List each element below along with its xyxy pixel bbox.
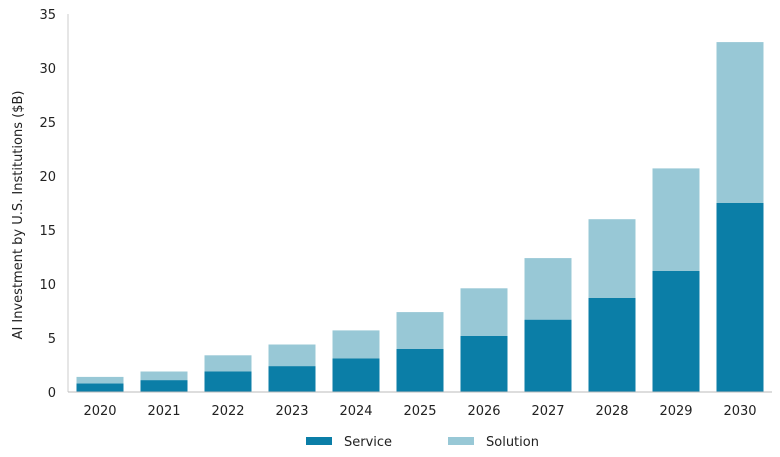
- y-axis: 0 5 10 15 20 25 30 35: [39, 8, 69, 401]
- bar-solution-2028: [588, 219, 636, 298]
- bar-service-2024: [332, 358, 380, 392]
- bar-service-2023: [268, 366, 316, 392]
- bar-service-2030: [716, 203, 764, 392]
- x-tick-label: 2020: [83, 404, 116, 419]
- bar-solution-2023: [268, 344, 316, 367]
- bar-service-2021: [140, 380, 188, 392]
- x-tick-label: 2029: [659, 404, 692, 419]
- bar-service-2022: [204, 371, 252, 392]
- bar-service-2028: [588, 298, 636, 392]
- x-tick-label: 2026: [467, 404, 500, 419]
- bars-group: [76, 42, 764, 392]
- bar-solution-2025: [396, 312, 444, 349]
- legend-label-solution: Solution: [486, 435, 539, 450]
- x-tick-label: 2027: [531, 404, 564, 419]
- bar-solution-2021: [140, 371, 188, 381]
- bar-solution-2024: [332, 330, 380, 359]
- y-tick-label: 0: [48, 386, 56, 401]
- bar-solution-2020: [76, 376, 124, 384]
- bar-solution-2022: [204, 355, 252, 372]
- bar-service-2026: [460, 335, 508, 392]
- x-tick-label: 2030: [723, 404, 756, 419]
- x-tick-label: 2028: [595, 404, 628, 419]
- y-tick-label: 25: [39, 116, 56, 131]
- y-tick-label: 35: [39, 8, 56, 23]
- bar-solution-2026: [460, 288, 508, 336]
- y-tick-label: 10: [39, 278, 56, 293]
- x-tick-label: 2023: [275, 404, 308, 419]
- bar-service-2029: [652, 271, 700, 392]
- y-axis-label: AI Investment by U.S. Institutions ($B): [11, 91, 26, 340]
- bar-solution-2030: [716, 42, 764, 203]
- x-tick-label: 2021: [147, 404, 180, 419]
- bar-solution-2027: [524, 258, 572, 320]
- x-tick-label: 2022: [211, 404, 244, 419]
- bar-service-2027: [524, 319, 572, 392]
- y-tick-label: 5: [48, 332, 56, 347]
- bar-solution-2029: [652, 168, 700, 271]
- legend-swatch-solution: [448, 437, 474, 445]
- y-tick-label: 15: [39, 224, 56, 239]
- legend: Service Solution: [306, 435, 539, 450]
- y-tick-label: 20: [39, 170, 56, 185]
- legend-label-service: Service: [344, 435, 392, 450]
- bar-service-2025: [396, 348, 444, 392]
- x-tick-label: 2024: [339, 404, 372, 419]
- x-axis: 2020 2021 2022 2023 2024 2025 2026 2027 2028 2029…: [68, 391, 772, 419]
- bar-service-2020: [76, 383, 124, 392]
- y-tick-label: 30: [39, 62, 56, 77]
- x-tick-label: 2025: [403, 404, 436, 419]
- legend-swatch-service: [306, 437, 332, 445]
